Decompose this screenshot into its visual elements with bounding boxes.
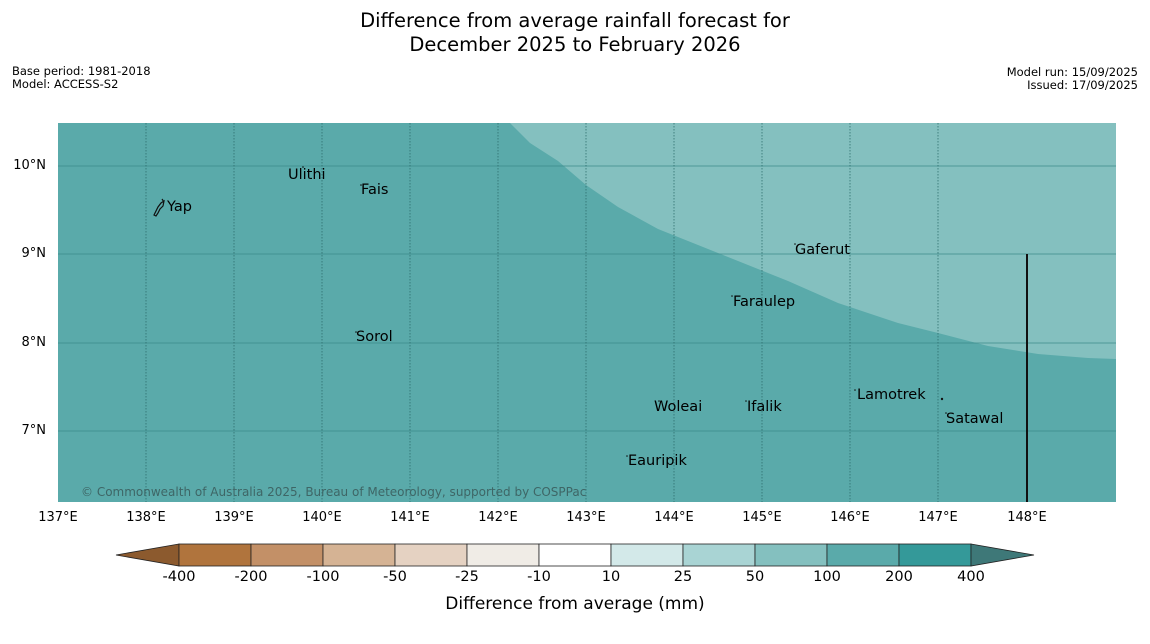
colorbar-segment [898,543,972,567]
place-label: Yap [167,199,192,215]
longitude-label: 148°E [1007,510,1047,525]
map-lighter-anomaly-region [510,123,1116,359]
colorbar-tick-label: -100 [306,569,340,585]
colorbar-tick-label: -25 [455,569,479,585]
longitude-gridlines [145,123,939,502]
place-label: Ulithi [288,167,326,183]
latitude-label: 8°N [21,335,47,350]
colorbar-tick-label: 400 [957,569,985,585]
longitude-label: 137°E [38,510,78,525]
model-run-date: Model run: 15/09/2025 [1006,65,1138,79]
run-info: Model run: 15/09/2025 Issued: 17/09/2025 [1007,66,1138,92]
colorbar-segment [178,543,252,567]
longitude-label: 138°E [126,510,166,525]
place-label: Ifalik [747,399,782,415]
longitude-label: 146°E [830,510,870,525]
issued-date: Issued: 17/09/2025 [1027,78,1138,92]
colorbar-tick-label: -50 [383,569,407,585]
colorbar-segment [826,543,900,567]
latitude-label: 10°N [13,158,46,173]
title-line-2: December 2025 to February 2026 [409,33,741,56]
island-dots [302,166,947,457]
colorbar-segment [610,543,684,567]
base-period: Base period: 1981-2018 [12,64,151,78]
place-label: Lamotrek [857,387,926,403]
place-label: Satawal [946,411,1004,427]
place-label: Gaferut [795,242,850,258]
colorbar-segment [682,543,756,567]
longitude-label: 141°E [390,510,430,525]
colorbar-tick-label: 100 [813,569,841,585]
latitude-label: 9°N [21,246,47,261]
place-label: Sorol [356,329,393,345]
place-label: Faraulep [733,294,796,310]
base-info: Base period: 1981-2018 Model: ACCESS-S2 [12,65,151,91]
chart-title: Difference from average rainfall forecas… [0,9,1150,57]
yap-island-shape [153,198,165,217]
colorbar-segment [322,543,396,567]
longitude-label: 143°E [566,510,606,525]
longitude-label: 147°E [918,510,958,525]
map-panel [58,123,1116,502]
longitude-label: 145°E [742,510,782,525]
colorbar-arrow-low [115,543,180,567]
longitude-label: 142°E [478,510,518,525]
colorbar-tick-label: -10 [527,569,551,585]
place-label: Eauripik [628,453,687,469]
place-label: Woleai [654,399,703,415]
colorbar-tick-label: 25 [673,569,693,585]
colorbar-segment [754,543,828,567]
longitude-label: 144°E [654,510,694,525]
colorbar-tick-label: 10 [601,569,621,585]
colorbar-tick-label: 200 [885,569,913,585]
colorbar-tick-label: -200 [234,569,268,585]
place-label: Fais [361,182,389,198]
colorbar-title: Difference from average (mm) [445,594,705,614]
colorbar-segment [538,543,612,567]
model-name: Model: ACCESS-S2 [12,77,119,91]
colorbar-tick-label: 50 [745,569,765,585]
latitude-label: 7°N [21,423,47,438]
longitude-label: 140°E [302,510,342,525]
longitude-label: 139°E [214,510,254,525]
colorbar-segment [250,543,324,567]
colorbar-segment [466,543,540,567]
colorbar [115,543,1035,567]
colorbar-arrow-high [970,543,1035,567]
title-line-1: Difference from average rainfall forecas… [360,9,790,32]
colorbar-tick-label: -400 [162,569,196,585]
copyright-notice: © Commonwealth of Australia 2025, Bureau… [81,485,587,499]
colorbar-segment [394,543,468,567]
